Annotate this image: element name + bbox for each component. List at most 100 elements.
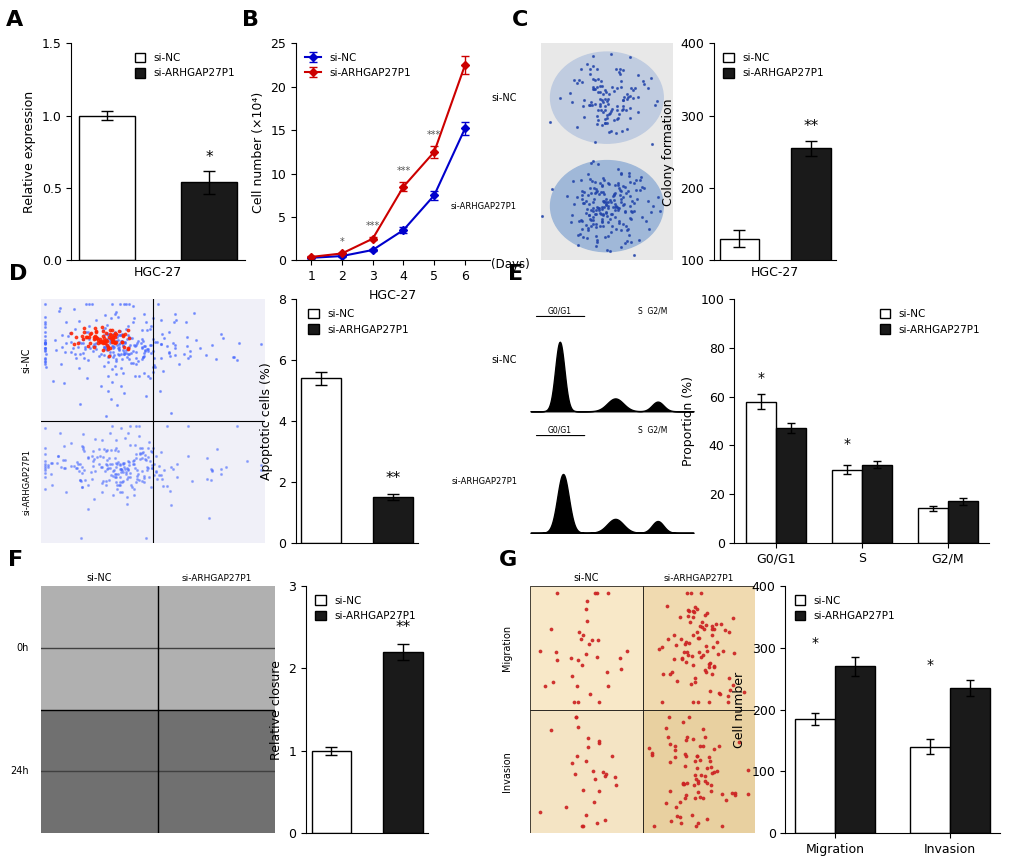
Point <box>159 479 175 493</box>
Point <box>104 298 120 312</box>
Point <box>97 336 113 350</box>
Point <box>592 79 608 93</box>
Point <box>118 467 135 481</box>
Point <box>593 75 609 89</box>
Point <box>587 229 603 243</box>
Point <box>119 342 136 356</box>
Point <box>118 497 135 511</box>
Point <box>627 183 643 197</box>
Point <box>686 605 702 619</box>
Point <box>53 358 69 372</box>
Point <box>584 49 600 63</box>
Point <box>144 458 160 472</box>
Point <box>608 162 625 176</box>
Point <box>82 337 98 351</box>
Point <box>614 179 631 193</box>
Point <box>592 85 608 99</box>
Text: E: E <box>507 264 522 284</box>
Point <box>603 102 620 115</box>
Text: G0/G1: G0/G1 <box>547 306 572 316</box>
Point <box>56 461 72 475</box>
Point <box>168 457 184 471</box>
Point <box>109 328 125 342</box>
Point <box>98 409 114 423</box>
Point <box>151 468 167 482</box>
Point <box>675 777 691 791</box>
Point <box>78 371 95 385</box>
Point <box>100 384 116 398</box>
Bar <box>41 710 158 833</box>
Text: si-ARHGAP27P1: si-ARHGAP27P1 <box>450 477 517 486</box>
Point <box>599 679 615 693</box>
Point <box>562 215 579 229</box>
Point <box>684 808 700 822</box>
Point <box>612 166 629 180</box>
Point <box>85 454 101 468</box>
Text: *: * <box>339 236 344 247</box>
Point <box>126 338 143 352</box>
Legend: si-NC, si-ARHGAP27P1: si-NC, si-ARHGAP27P1 <box>130 49 239 82</box>
Point <box>109 339 125 352</box>
Point <box>682 615 698 628</box>
Point <box>592 207 608 221</box>
Point <box>107 307 123 321</box>
Point <box>591 784 607 798</box>
Point <box>98 326 114 340</box>
Point <box>620 90 636 104</box>
Point <box>678 776 694 790</box>
Point <box>167 306 183 320</box>
Point <box>55 377 71 391</box>
Point <box>641 741 657 755</box>
Point <box>594 212 610 226</box>
Point <box>127 352 144 365</box>
Point <box>573 173 589 187</box>
Point <box>591 92 607 106</box>
Point <box>687 819 703 832</box>
Point <box>37 298 53 312</box>
Point <box>701 684 717 698</box>
Point <box>115 335 131 349</box>
Point <box>653 640 669 654</box>
Point <box>108 335 124 349</box>
Point <box>129 353 146 367</box>
Point <box>584 59 600 73</box>
Point <box>116 431 132 444</box>
Point <box>580 637 596 651</box>
Point <box>88 336 104 350</box>
Point <box>586 186 602 200</box>
Point <box>578 807 594 821</box>
Point <box>574 221 590 235</box>
Point <box>590 85 606 99</box>
Point <box>677 760 693 773</box>
Text: S  G2/M: S G2/M <box>638 426 666 435</box>
Point <box>686 768 702 782</box>
Point <box>124 299 141 312</box>
Point <box>74 332 91 346</box>
Point <box>65 302 82 316</box>
Point <box>584 764 600 778</box>
Point <box>679 730 695 744</box>
Point <box>568 710 584 724</box>
Point <box>84 298 100 312</box>
Point <box>93 460 109 474</box>
Point <box>171 357 187 371</box>
Legend: si-NC, si-ARHGAP27P1: si-NC, si-ARHGAP27P1 <box>874 305 983 339</box>
Point <box>631 233 647 247</box>
Point <box>587 175 603 189</box>
Point <box>225 351 242 365</box>
Point <box>575 230 591 244</box>
Point <box>593 215 609 229</box>
Point <box>705 742 721 756</box>
Point <box>67 461 84 475</box>
Point <box>131 419 148 433</box>
Point <box>115 327 131 341</box>
Point <box>109 478 125 492</box>
Point <box>587 181 603 195</box>
Point <box>180 351 197 365</box>
Point <box>697 663 713 677</box>
Point <box>155 331 171 345</box>
Point <box>593 200 609 214</box>
Point <box>596 116 612 130</box>
Point <box>96 328 112 342</box>
Point <box>681 604 697 618</box>
